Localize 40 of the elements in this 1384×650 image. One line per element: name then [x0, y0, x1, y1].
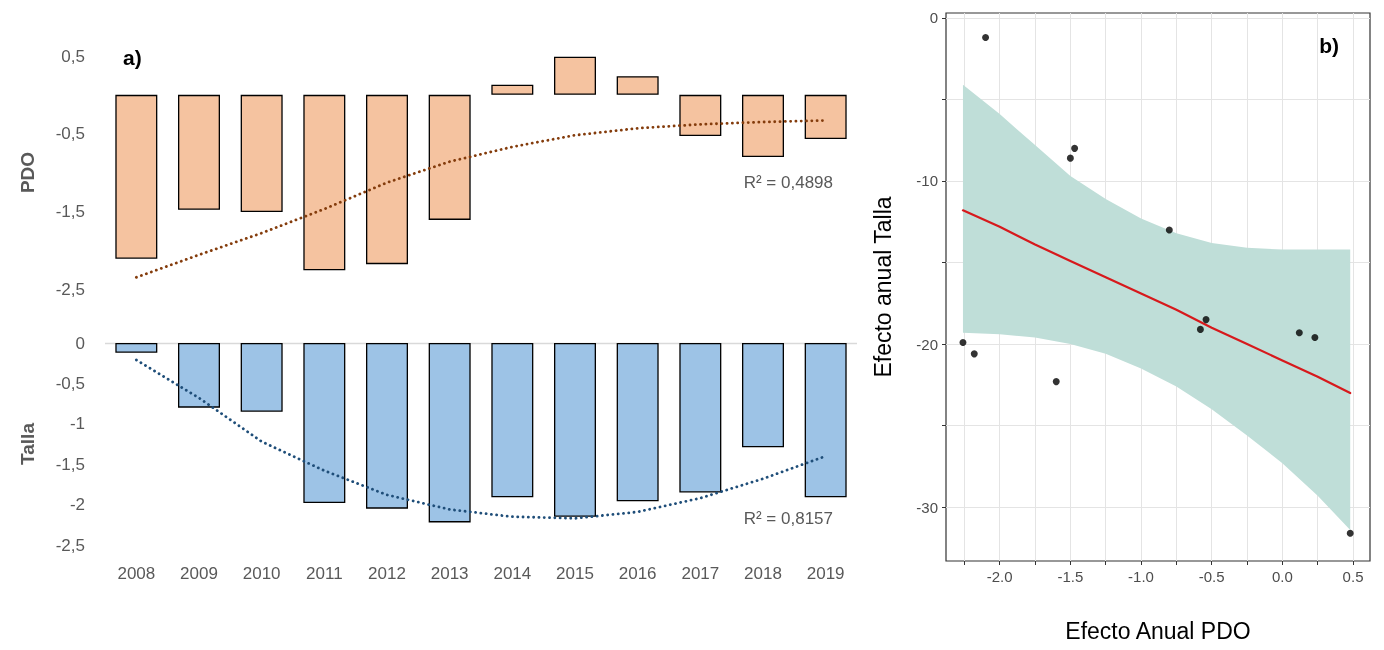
y-tick-label: 0	[75, 333, 85, 353]
x-tick-label: 2018	[744, 564, 782, 583]
y-axis-title: Efecto anual Talla	[869, 196, 896, 378]
x-tick-label: 2012	[368, 564, 406, 583]
y-tick-label: -1,5	[55, 454, 85, 474]
y-axis-title: PDO	[17, 151, 38, 194]
x-tick-label: 2010	[242, 564, 281, 583]
y-tick-label: 0	[929, 9, 938, 27]
x-tick-label: 0.5	[1342, 568, 1364, 585]
x-tick-label: -0.5	[1198, 568, 1225, 585]
x-axis-title: Efecto Anual PDO	[1065, 617, 1251, 644]
y-tick-label: -2,5	[55, 535, 85, 555]
x-tick-label: 2019	[806, 564, 845, 583]
annotation: R² = 0,4898	[743, 172, 833, 192]
x-tick-label: 0.0	[1271, 568, 1293, 585]
x-tick-label: 2013	[430, 564, 469, 583]
x-tick-label: 2017	[681, 564, 720, 583]
y-tick-label: 0,5	[61, 46, 85, 66]
x-tick-label: 2009	[180, 564, 218, 583]
x-tick-label: 2011	[306, 564, 343, 583]
y-tick-label: -10	[916, 172, 938, 190]
annotation: b)	[1319, 33, 1339, 57]
y-tick-label: -20	[916, 335, 938, 353]
x-tick-label: 2016	[618, 564, 657, 583]
y-tick-label: -1	[69, 414, 85, 434]
y-tick-label: -2,5	[55, 279, 85, 299]
y-tick-label: -30	[916, 498, 938, 516]
y-tick-label: -2	[69, 495, 85, 515]
y-axis-title: Talla	[17, 422, 38, 465]
annotation: a)	[123, 45, 142, 69]
annotation: R² = 0,8157	[743, 508, 833, 528]
x-tick-label: 2008	[117, 564, 156, 583]
x-tick-label: -2.0	[986, 568, 1013, 585]
x-tick-label: -1.0	[1128, 568, 1154, 585]
y-tick-label: -1,5	[55, 201, 85, 221]
x-tick-label: 2014	[493, 564, 532, 583]
y-tick-label: -0,5	[55, 373, 85, 393]
y-tick-label: -0,5	[55, 124, 85, 144]
x-tick-label: 2015	[556, 564, 594, 583]
x-tick-label: -1.5	[1057, 568, 1084, 585]
